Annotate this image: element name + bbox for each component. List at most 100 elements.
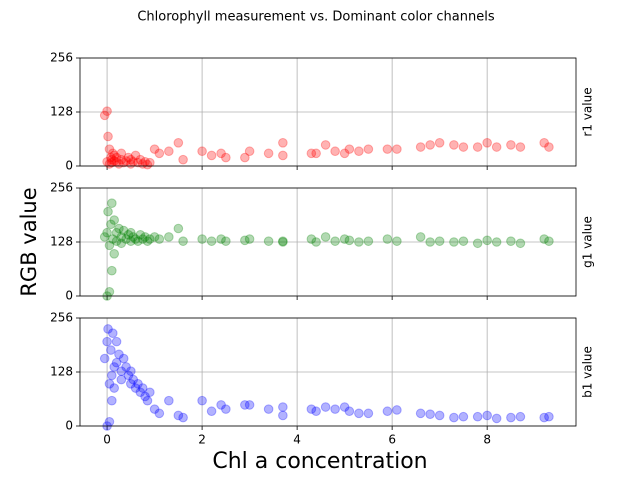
point [173, 223, 184, 234]
point [382, 234, 393, 244]
point [149, 404, 160, 414]
plot-frame [79, 57, 577, 167]
point [320, 140, 331, 150]
point [128, 232, 139, 242]
point [278, 237, 288, 247]
point [154, 148, 165, 159]
x-tick-label: 2 [198, 433, 206, 447]
point [344, 235, 355, 246]
point [449, 412, 459, 423]
point [104, 240, 115, 251]
point [173, 137, 184, 148]
point [330, 236, 340, 246]
point [107, 234, 118, 244]
point [425, 237, 435, 247]
point [123, 370, 134, 381]
point [392, 144, 402, 154]
point [103, 206, 113, 217]
point [449, 140, 459, 150]
point [107, 198, 117, 208]
point [178, 412, 188, 423]
y-tick-label: 128 [50, 235, 73, 249]
point [216, 148, 226, 159]
point [111, 236, 122, 246]
point [149, 232, 160, 242]
point [145, 157, 155, 168]
point [104, 144, 115, 154]
point [221, 236, 231, 246]
point [206, 406, 217, 417]
point [216, 400, 226, 410]
point [102, 227, 112, 238]
series-label: g1 value [581, 216, 595, 268]
point [149, 144, 160, 154]
point [354, 408, 364, 419]
point [363, 144, 374, 154]
point [107, 395, 117, 406]
point [130, 150, 141, 161]
point [344, 144, 355, 154]
point [539, 234, 549, 244]
point [107, 328, 118, 338]
point [164, 146, 174, 157]
y-tick-label: 256 [50, 51, 73, 65]
point [244, 234, 255, 244]
y-axis-label: RGB value [17, 187, 41, 296]
point [123, 230, 134, 240]
point [311, 148, 321, 159]
point [140, 232, 150, 242]
y-tick-label: 0 [65, 289, 73, 303]
point [216, 234, 226, 244]
point [244, 146, 255, 157]
point [109, 156, 120, 166]
point [506, 412, 516, 423]
point [118, 157, 129, 168]
point [311, 237, 321, 247]
point [482, 137, 492, 148]
point [178, 236, 188, 246]
y-tick-label: 0 [65, 419, 73, 433]
point [206, 236, 217, 246]
point [425, 140, 435, 150]
point [116, 238, 127, 249]
point [197, 234, 207, 244]
point [263, 404, 274, 414]
point [472, 142, 483, 152]
point [121, 156, 131, 166]
point [111, 357, 122, 368]
point [133, 157, 143, 168]
point [278, 402, 288, 412]
point [104, 416, 115, 427]
point [137, 234, 148, 244]
point [449, 237, 459, 247]
x-axis-label: Chl a concentration [212, 449, 427, 474]
point [306, 404, 317, 414]
point [320, 402, 331, 412]
point [145, 234, 155, 244]
point [515, 238, 526, 249]
point [458, 236, 469, 246]
point [382, 144, 393, 154]
point [106, 219, 116, 230]
point [142, 395, 153, 406]
point [472, 238, 483, 249]
point [103, 324, 113, 334]
point [382, 406, 393, 417]
point [339, 234, 350, 244]
point [154, 234, 165, 244]
point [206, 150, 217, 161]
series-label: r1 value [581, 87, 595, 136]
point [99, 353, 110, 364]
point [339, 148, 350, 159]
series-label: b1 value [581, 346, 595, 398]
point [539, 137, 549, 148]
point [244, 400, 255, 410]
point [278, 236, 288, 246]
point [482, 410, 492, 421]
point [133, 379, 143, 389]
point [109, 362, 120, 372]
point [320, 232, 331, 242]
point [278, 150, 288, 161]
point [137, 383, 148, 393]
point [354, 146, 364, 157]
